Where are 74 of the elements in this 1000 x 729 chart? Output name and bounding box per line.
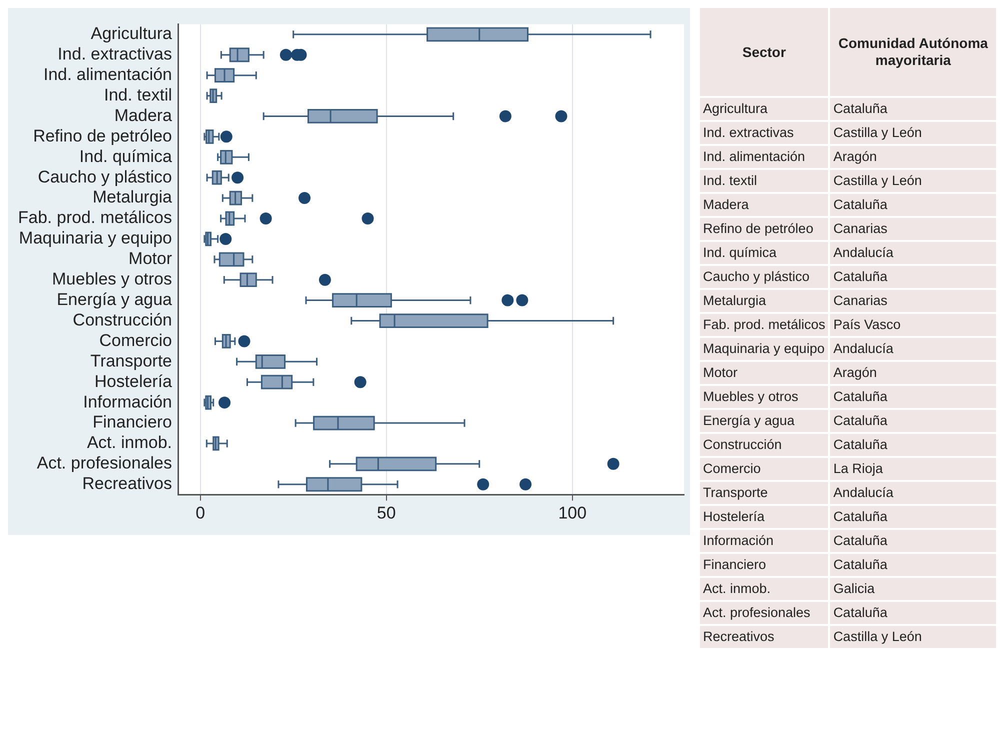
text: Caucho y plástico xyxy=(699,265,830,289)
y-tick-label: Transporte xyxy=(90,351,172,370)
text: Energía y agua xyxy=(699,409,830,433)
text: Hostelería xyxy=(699,505,830,529)
text: Ind. extractivas xyxy=(699,121,830,145)
text: Andalucía xyxy=(829,337,997,361)
text: Fab. prod. metálicos xyxy=(699,313,830,337)
text: Canarias xyxy=(829,289,997,313)
text: Construcción xyxy=(699,433,830,457)
y-tick-label: Metalurgia xyxy=(92,188,173,207)
text: Canarias xyxy=(829,217,997,241)
text: Cataluña xyxy=(829,553,997,577)
text: Ind. textil xyxy=(699,169,830,193)
x-tick-label: 0 xyxy=(196,503,206,522)
y-tick-label: Maquinaria y equipo xyxy=(18,228,172,248)
y-tick-label: Ind. química xyxy=(79,146,173,166)
text: Castilla y León xyxy=(829,169,997,193)
y-tick-label: Caucho y plástico xyxy=(38,167,172,186)
y-tick-label: Madera xyxy=(114,106,173,125)
text: Cataluña xyxy=(829,265,997,289)
y-tick-label: Financiero xyxy=(92,412,172,432)
text: Act. inmob. xyxy=(699,577,830,601)
y-tick-label: Ind. textil xyxy=(104,85,172,104)
y-tick-label: Construcción xyxy=(72,310,172,330)
x-tick-label: 50 xyxy=(376,503,396,522)
text: Transporte xyxy=(699,481,830,505)
y-tick-label: Ind. extractivas xyxy=(58,44,172,64)
text: Información xyxy=(699,529,830,553)
text: Recreativos xyxy=(699,625,830,649)
text: Galicia xyxy=(829,577,997,601)
x-tick-label: 100 xyxy=(558,503,587,522)
text: La Rioja xyxy=(829,457,997,481)
y-tick-label: Recreativos xyxy=(82,474,172,494)
y-tick-label: Ind. alimentación xyxy=(43,65,172,84)
y-tick-label: Motor xyxy=(128,249,172,268)
text: Andalucía xyxy=(829,241,997,265)
text: Cataluña xyxy=(829,97,997,121)
y-tick-label: Energía y agua xyxy=(56,290,173,309)
y-tick-label: Refino de petróleo xyxy=(33,126,172,146)
text: Cataluña xyxy=(829,601,997,625)
y-tick-label: Fab. prod. metálicos xyxy=(18,208,172,228)
y-tick-label: Act. profesionales xyxy=(36,454,172,473)
text: Andalucía xyxy=(829,481,997,505)
y-tick-label: Comercio xyxy=(99,330,172,350)
y-tick-label: Act. inmob. xyxy=(86,433,172,452)
text: Castilla y León xyxy=(829,121,997,145)
text: Comunidad Autónoma mayoritaria xyxy=(829,7,997,97)
y-tick-label: Muebles y otros xyxy=(52,270,172,289)
y-tick-label: Agricultura xyxy=(90,24,173,44)
text: Cataluña xyxy=(829,409,997,433)
text: Aragón xyxy=(829,361,997,385)
text: Aragón xyxy=(829,145,997,169)
text: Metalurgia xyxy=(699,289,830,313)
text: Ind. química xyxy=(699,241,830,265)
text: Ind. alimentación xyxy=(699,145,830,169)
text: Sector xyxy=(699,7,830,97)
text: Comercio xyxy=(699,457,830,481)
text: País Vasco xyxy=(829,313,997,337)
text: Cataluña xyxy=(829,505,997,529)
y-tick-label: Información xyxy=(83,392,172,412)
text: Cataluña xyxy=(829,433,997,457)
text: Financiero xyxy=(699,553,830,577)
text: Cataluña xyxy=(829,385,997,409)
text: Refino de petróleo xyxy=(699,217,830,241)
text: Madera xyxy=(699,193,830,217)
text: Muebles y otros xyxy=(699,385,830,409)
text: Castilla y León xyxy=(829,625,997,649)
text: Cataluña xyxy=(829,193,997,217)
text: Maquinaria y equipo xyxy=(699,337,830,361)
text: Cataluña xyxy=(829,529,997,553)
text: Act. profesionales xyxy=(699,601,830,625)
y-tick-label: Hostelería xyxy=(94,372,173,391)
text: Agricultura xyxy=(699,97,830,121)
text: Motor xyxy=(699,361,830,385)
